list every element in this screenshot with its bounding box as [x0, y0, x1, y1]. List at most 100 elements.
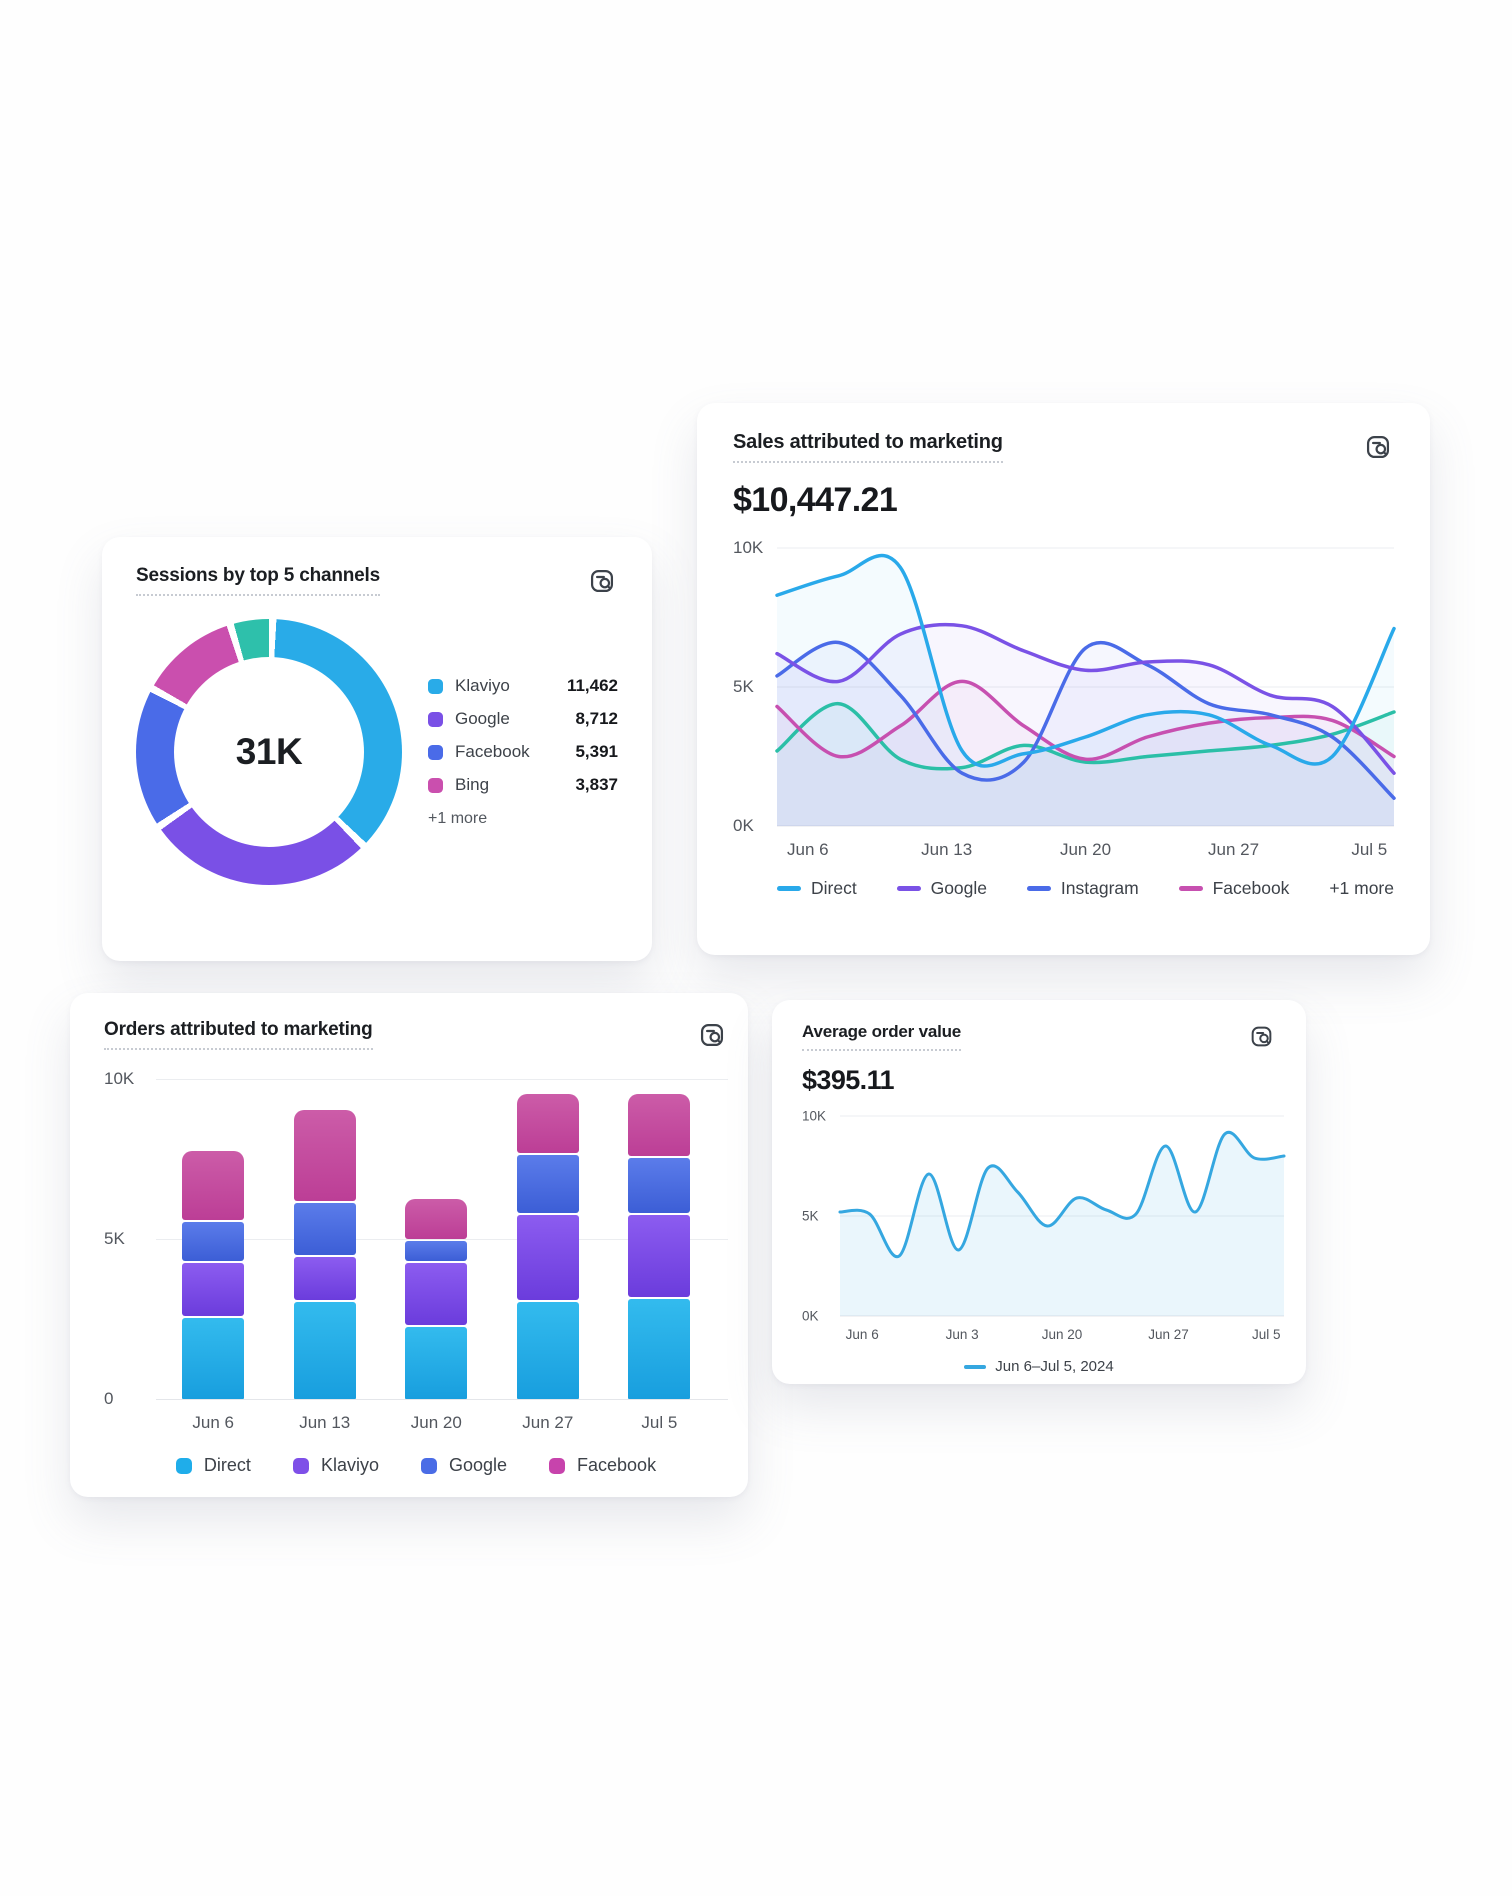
orders-legend: Direct Klaviyo Google Facebook	[104, 1455, 728, 1476]
legend-item-instagram: Instagram	[1026, 878, 1139, 899]
series-line-google	[775, 622, 1396, 775]
legend-swatch	[1026, 886, 1051, 891]
orders-card-header: Orders attributed to marketing	[104, 1019, 728, 1051]
legend-item-direct: Direct	[777, 878, 857, 899]
sessions-card-header: Sessions by top 5 channels	[136, 565, 618, 597]
bar-segment-direct	[293, 1301, 356, 1399]
sales-total-value: $10,447.21	[733, 481, 898, 519]
sales-card-header: Sales attributed to marketing	[733, 431, 1394, 463]
legend-label: Google	[930, 878, 988, 898]
bar-segment-klaviyo	[405, 1263, 468, 1326]
y-axis-tick-label: 0	[104, 1389, 114, 1408]
report-search-icon[interactable]	[1247, 1022, 1276, 1051]
report-search-icon[interactable]	[696, 1019, 728, 1051]
orders-card-title: Orders attributed to marketing	[104, 1019, 373, 1050]
series-area-jun-6-jul-5-2024	[840, 1132, 1284, 1316]
bar-segment-google	[293, 1202, 356, 1256]
legend-item-facebook: Facebook	[1178, 878, 1289, 899]
legend-swatch	[549, 1457, 566, 1474]
bar-segment-google	[405, 1241, 468, 1262]
bar-segment-google	[182, 1221, 245, 1262]
series-area--1-more	[777, 703, 1394, 826]
x-axis: Jun 6 Jun 13 Jun 20 Jun 27 Jul 5	[777, 840, 1394, 864]
y-axis-tick-label: 10K	[733, 538, 764, 557]
bar-jun-13	[293, 1108, 356, 1399]
bar-segment-klaviyo	[182, 1263, 245, 1316]
x-axis-tick-label: Jul 5	[1251, 1327, 1281, 1342]
x-axis-tick-label: Jun 13	[921, 840, 973, 859]
sessions-card-body: 31K Klaviyo 11,462 Google 8,712 Facebook 5,39…	[136, 619, 618, 885]
chart-svg	[838, 1115, 1286, 1317]
sessions-card-title-text: Sessions by top 5 channels	[136, 565, 380, 596]
legend-label: Jun 6–Jul 5, 2024	[995, 1358, 1114, 1375]
legend-label: Instagram	[1060, 878, 1139, 898]
bar-segment-klaviyo	[628, 1215, 691, 1297]
sales-card-title-text: Sales attributed to marketing	[733, 431, 1003, 463]
series-area-direct	[777, 555, 1394, 826]
series-area-instagram	[777, 642, 1394, 826]
bar-segment-facebook	[628, 1093, 691, 1156]
legend-label: Google	[448, 1455, 508, 1475]
legend-item-google: Google	[896, 878, 988, 899]
bar-jun-20	[405, 1197, 468, 1399]
plot-region	[838, 1115, 1286, 1317]
legend-label: Klaviyo	[455, 676, 510, 695]
sales-line-chart: 10K 5K 0K Jun 6 Jun 13 Jun 20 Jun 27 Jul 5	[733, 538, 1396, 859]
legend-swatch	[964, 1364, 987, 1369]
legend-swatch	[428, 678, 443, 694]
report-search-icon[interactable]	[1362, 431, 1394, 463]
x-axis-tick-label: Jun 6	[845, 1327, 879, 1342]
legend-label: Google	[455, 709, 510, 728]
sales-legend: Direct Google Instagram Facebook +1 more	[777, 878, 1394, 899]
legend-label: Klaviyo	[320, 1455, 379, 1475]
legend-label: Facebook	[455, 742, 530, 761]
sales-card-title: Sales attributed to marketing	[733, 431, 1003, 463]
legend-item-klaviyo: Klaviyo	[292, 1455, 379, 1476]
legend-item-klaviyo: Klaviyo 11,462	[428, 676, 618, 696]
gridline	[156, 1079, 728, 1080]
bar-segment-direct	[516, 1301, 579, 1399]
legend-swatch	[896, 886, 921, 891]
chart-svg	[775, 547, 1396, 827]
orders-card: Orders attributed to marketing 10K 5K 0 Jun…	[70, 993, 748, 1497]
x-axis: Jun 6 Jun 13 Jun 20 Jun 27 Jul 5	[156, 1413, 728, 1437]
legend-value: 11,462	[566, 676, 618, 695]
bar-jul-5	[628, 1092, 691, 1399]
y-axis-tick-label: 0K	[802, 1308, 819, 1324]
series-line-jun-6-jul-5-2024	[838, 1130, 1286, 1259]
legend-item-facebook: Facebook	[549, 1455, 656, 1476]
sessions-legend: Klaviyo 11,462 Google 8,712 Facebook 5,391 Bin…	[428, 676, 618, 828]
series-line--1-more	[775, 701, 1396, 771]
legend-swatch	[420, 1457, 437, 1474]
x-axis-tick-label: Jul 5	[641, 1413, 678, 1432]
x-axis-tick-label: Jun 3	[945, 1327, 979, 1342]
legend-swatch	[292, 1457, 309, 1474]
aov-card-header: Average order value	[802, 1022, 1276, 1051]
y-axis-tick-label: 10K	[802, 1108, 827, 1124]
bar-segment-direct	[182, 1317, 245, 1399]
legend-item-facebook: Facebook 5,391	[428, 742, 618, 762]
orders-stacked-bar-chart: 10K 5K 0 Jun 6 Jun 13 Jun 20 Jun 27 Jul 5	[104, 1069, 728, 1432]
donut-ring	[136, 619, 402, 885]
legend-item-google: Google	[420, 1455, 508, 1476]
legend-value: 5,391	[575, 742, 618, 761]
y-axis-tick-label: 5K	[802, 1208, 819, 1224]
series-line-instagram	[775, 640, 1396, 800]
sessions-card-title: Sessions by top 5 channels	[136, 565, 380, 596]
legend-label: Facebook	[577, 1455, 657, 1475]
legend-item-bing: Bing 3,837	[428, 775, 618, 795]
aov-card: Average order value $395.11 10K 5K 0K Jun 6…	[772, 1000, 1306, 1384]
legend-value: 3,837	[575, 775, 618, 794]
x-axis-tick-label: Jul 5	[1351, 840, 1388, 859]
x-axis-tick-label: Jun 6	[192, 1413, 234, 1432]
plot-region	[156, 1079, 728, 1400]
x-axis-tick-label: Jun 20	[1059, 840, 1112, 859]
x-axis-tick-label: Jun 27	[522, 1413, 574, 1432]
bar-segment-facebook	[182, 1151, 245, 1220]
x-axis-tick-label: Jun 27	[1148, 1327, 1189, 1342]
aov-card-title: Average order value	[802, 1022, 961, 1051]
bar-segment-google	[516, 1154, 579, 1214]
report-search-icon[interactable]	[586, 565, 618, 597]
sales-card: Sales attributed to marketing $10,447.21…	[697, 403, 1430, 955]
